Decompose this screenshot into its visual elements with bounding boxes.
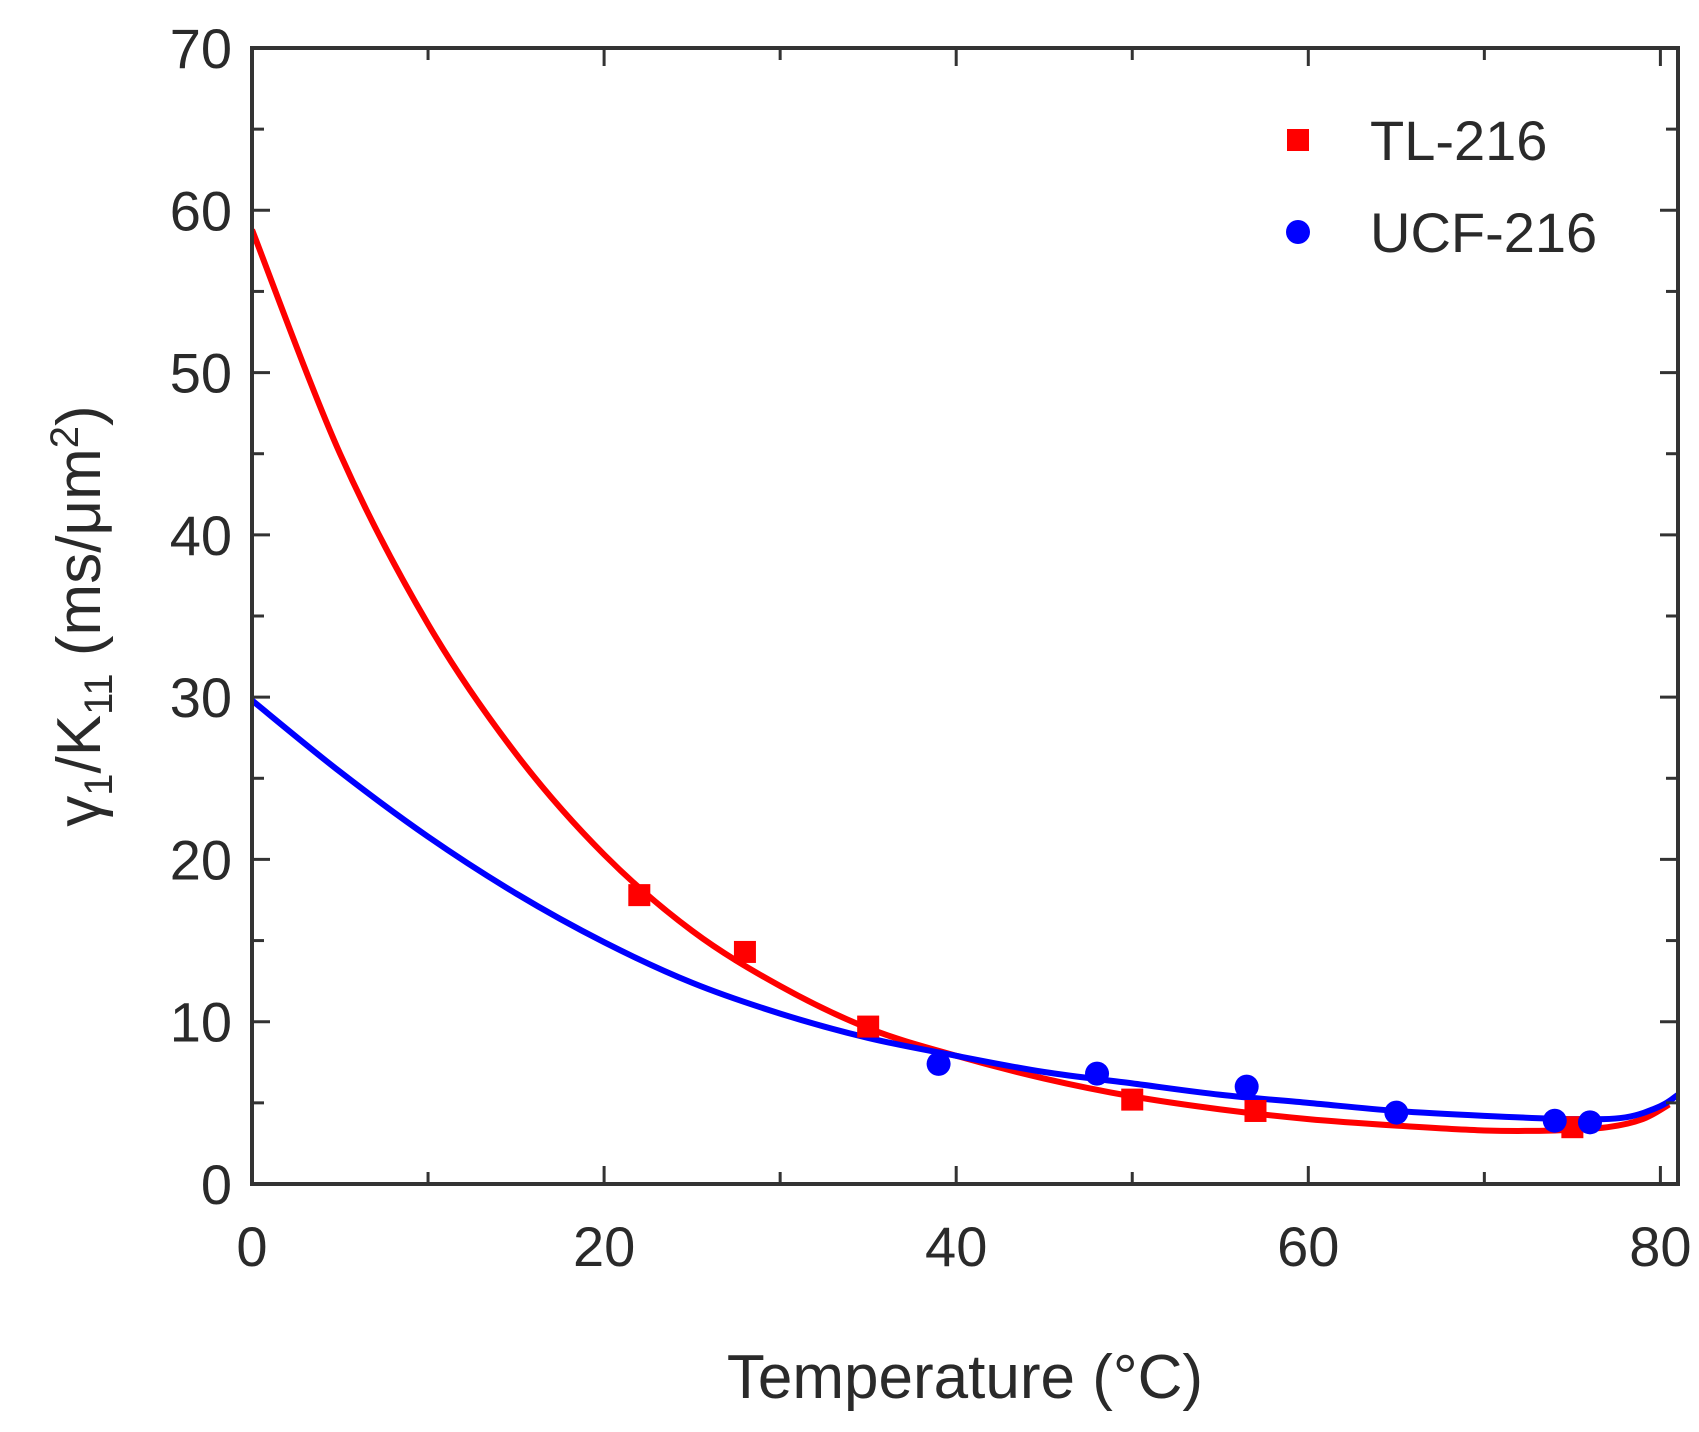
fit-line-ucf-216 — [252, 698, 1678, 1123]
point-tl-216 — [628, 884, 651, 907]
y-tick-label: 10 — [170, 991, 232, 1054]
x-tick-label: 20 — [573, 1215, 635, 1278]
x-tick-label: 80 — [1629, 1215, 1691, 1278]
y-tick-label: 20 — [170, 828, 232, 891]
legend-label-ucf-216: UCF-216 — [1370, 201, 1597, 264]
legend: TL-216 UCF-216 — [1286, 109, 1597, 264]
y-tick-label: 40 — [170, 504, 232, 567]
point-ucf-216 — [1384, 1100, 1409, 1125]
y-tick-label: 70 — [170, 17, 232, 80]
point-ucf-216 — [1234, 1074, 1259, 1099]
y-tick-label: 60 — [170, 179, 232, 242]
x-tick-label: 0 — [236, 1215, 267, 1278]
y-tick-label: 0 — [201, 1153, 232, 1216]
y-axis-title-base: γ — [45, 796, 114, 827]
legend-label-tl-216: TL-216 — [1370, 109, 1547, 172]
y-axis-title-base-sub: 1 — [77, 773, 121, 795]
point-tl-216 — [1244, 1099, 1267, 1122]
point-ucf-216 — [1577, 1110, 1602, 1135]
y-axis-title-units-sup: 2 — [43, 426, 87, 448]
fit-line-tl-216 — [252, 228, 1671, 1134]
fit-curves — [252, 228, 1678, 1134]
tick-labels: 0 20 40 60 80 0 10 20 30 40 50 60 70 — [170, 17, 1692, 1278]
point-tl-216 — [857, 1015, 880, 1038]
y-axis-title: γ1/K11 (ms/μm2) — [43, 405, 121, 826]
y-axis-title-sep: /K — [45, 715, 114, 774]
point-ucf-216 — [1542, 1108, 1567, 1133]
data-points — [628, 884, 1602, 1139]
x-axis-title: Temperature (°C) — [727, 1343, 1203, 1412]
y-axis-title-sep-sub: 11 — [77, 673, 121, 715]
x-tick-label: 60 — [1277, 1215, 1339, 1278]
legend-marker-ucf-216 — [1286, 220, 1310, 244]
y-axis-title-units: (ms/μm — [45, 448, 114, 673]
point-ucf-216 — [1085, 1061, 1110, 1086]
point-tl-216 — [1121, 1088, 1144, 1111]
y-axis-title-units-close: ) — [45, 405, 114, 426]
point-tl-216 — [733, 940, 756, 963]
axis-ticks — [250, 46, 1678, 1186]
x-tick-label: 40 — [925, 1215, 987, 1278]
y-tick-label: 50 — [170, 342, 232, 405]
legend-marker-tl-216 — [1287, 129, 1309, 151]
point-ucf-216 — [926, 1051, 951, 1076]
point-tl-216 — [1561, 1116, 1584, 1139]
y-tick-label: 30 — [170, 666, 232, 729]
